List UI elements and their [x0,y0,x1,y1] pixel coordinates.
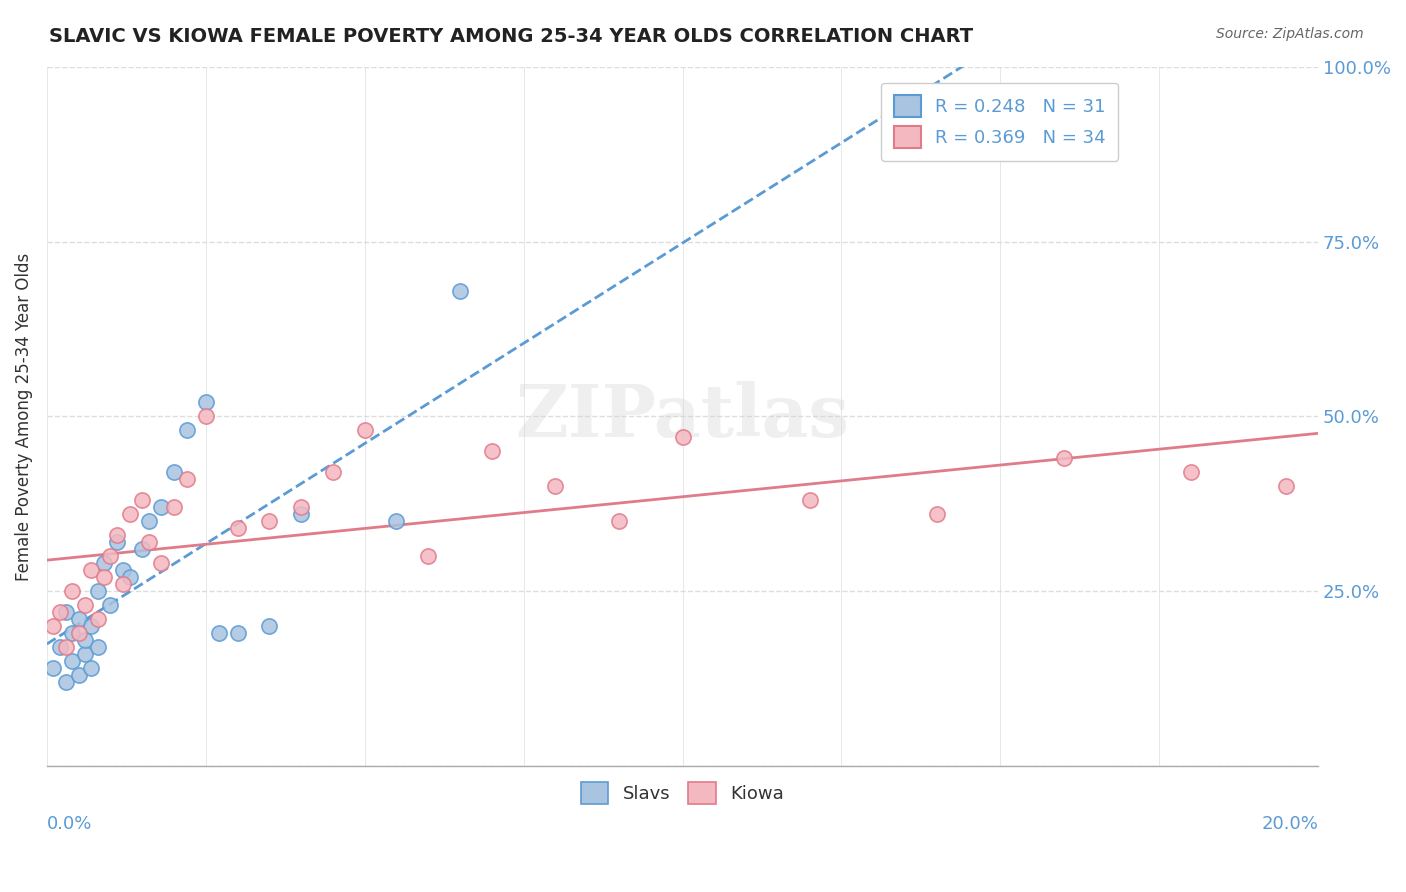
Point [87,584,110,599]
Point [385,515,408,529]
Point [80,563,103,577]
Point [1053,451,1076,466]
Point [131,493,153,508]
Point [150,500,173,515]
Point [105,535,128,549]
Point [60,626,83,640]
Point [87,612,110,626]
Point [194,395,217,409]
Text: ZIPatlas: ZIPatlas [516,381,849,452]
Point [60,654,83,668]
Point [87,640,110,655]
Text: 0.0%: 0.0% [46,815,93,833]
Point [799,493,821,508]
Point [73,648,96,662]
Point [48,606,70,620]
Point [259,515,281,529]
Legend: Slavs, Kiowa: Slavs, Kiowa [572,773,793,814]
Point [73,633,96,648]
Point [67,612,90,626]
Point [259,619,281,633]
Point [226,626,249,640]
Point [118,570,141,584]
Point [150,557,173,571]
Point [544,479,567,493]
Point [80,619,103,633]
Point [138,515,160,529]
Point [207,626,229,640]
Point [100,599,122,613]
Point [100,549,122,564]
Point [226,521,249,535]
Point [163,466,186,480]
Point [73,599,96,613]
Point [55,640,77,655]
Point [42,619,65,633]
Point [112,563,135,577]
Point [671,430,693,444]
Point [112,577,135,591]
Text: SLAVIC VS KIOWA FEMALE POVERTY AMONG 25-34 YEAR OLDS CORRELATION CHART: SLAVIC VS KIOWA FEMALE POVERTY AMONG 25-… [49,27,973,45]
Point [176,472,198,486]
Point [290,508,312,522]
Point [1180,466,1202,480]
Point [118,508,141,522]
Point [105,528,128,542]
Point [322,466,344,480]
Y-axis label: Female Poverty Among 25-34 Year Olds: Female Poverty Among 25-34 Year Olds [15,252,32,581]
Point [55,606,77,620]
Point [60,584,83,599]
Point [138,535,160,549]
Point [67,626,90,640]
Point [194,409,217,424]
Point [55,675,77,690]
Text: Source: ZipAtlas.com: Source: ZipAtlas.com [1216,27,1364,41]
Point [925,508,948,522]
Point [67,668,90,682]
Point [93,557,115,571]
Point [481,444,503,458]
Text: 20.0%: 20.0% [1261,815,1319,833]
Point [176,424,198,438]
Point [48,640,70,655]
Point [449,284,471,298]
Point [290,500,312,515]
Point [80,661,103,675]
Point [418,549,440,564]
Point [1275,479,1298,493]
Point [163,500,186,515]
Point [607,515,630,529]
Point [93,570,115,584]
Point [353,424,375,438]
Point [131,542,153,557]
Point [42,661,65,675]
